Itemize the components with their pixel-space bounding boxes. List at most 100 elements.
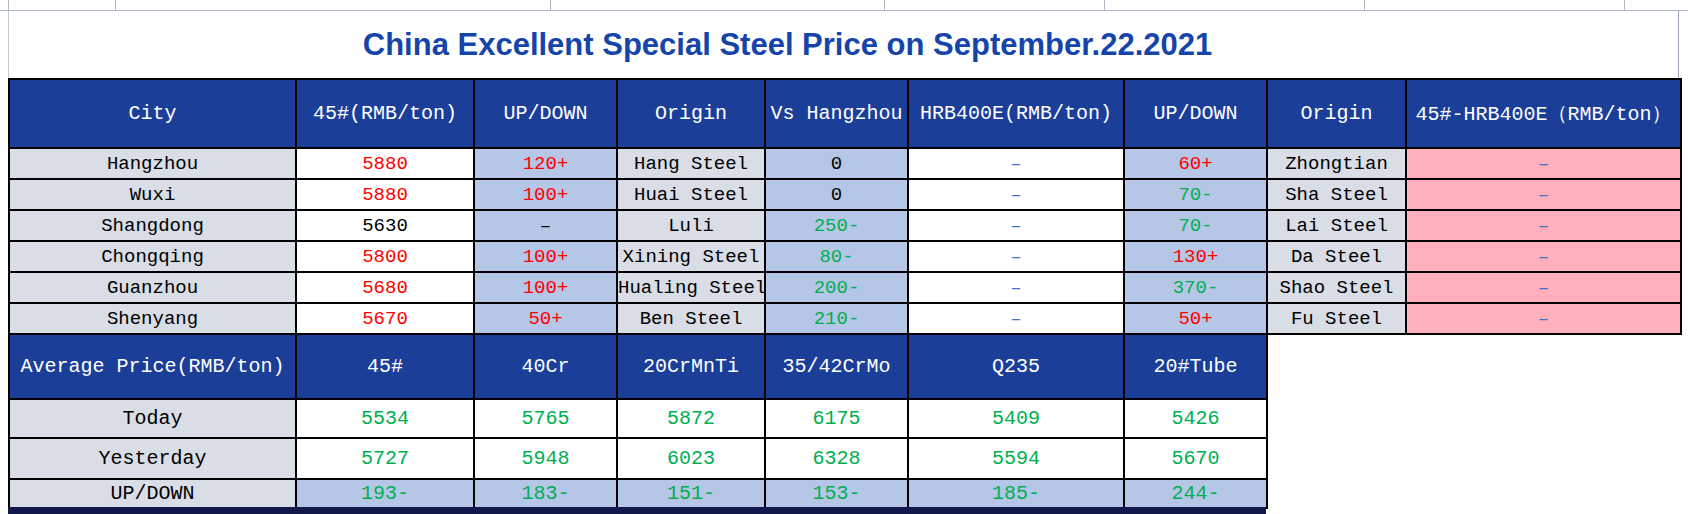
header-updown-1[interactable]: UP/DOWN: [474, 79, 617, 148]
avg-cell[interactable]: 151-: [617, 479, 765, 508]
header-updown-2[interactable]: UP/DOWN: [1124, 79, 1267, 148]
avg-cell[interactable]: 6328: [765, 438, 908, 479]
next-section-header-strip: [8, 507, 1266, 514]
header-45-price[interactable]: 45#(RMB/ton): [296, 79, 474, 148]
diff-cell[interactable]: –: [1406, 241, 1681, 272]
origin-cell[interactable]: Sha Steel: [1267, 179, 1406, 210]
origin-cell[interactable]: Xining Steel: [617, 241, 765, 272]
price-cell[interactable]: 5670: [296, 303, 474, 334]
origin-cell[interactable]: Fu Steel: [1267, 303, 1406, 334]
header-origin-2[interactable]: Origin: [1267, 79, 1406, 148]
vs-hangzhou-cell[interactable]: 0: [765, 179, 908, 210]
avg-cell[interactable]: 5948: [474, 438, 617, 479]
updown-cell[interactable]: 70-: [1124, 210, 1267, 241]
avg-cell[interactable]: 185-: [908, 479, 1124, 508]
origin-cell[interactable]: Hualing Steel: [617, 272, 765, 303]
header-40cr[interactable]: 40Cr: [474, 334, 617, 399]
header-20crmnti[interactable]: 20CrMnTi: [617, 334, 765, 399]
vs-hangzhou-cell[interactable]: 210-: [765, 303, 908, 334]
row-label[interactable]: UP/DOWN: [9, 479, 296, 508]
city-cell[interactable]: Hangzhou: [9, 148, 296, 179]
city-cell[interactable]: Wuxi: [9, 179, 296, 210]
avg-cell[interactable]: 5534: [296, 399, 474, 438]
updown-cell[interactable]: 70-: [1124, 179, 1267, 210]
avg-cell[interactable]: 183-: [474, 479, 617, 508]
updown-cell[interactable]: 100+: [474, 179, 617, 210]
city-cell[interactable]: Shangdong: [9, 210, 296, 241]
gridline-vertical: [1364, 0, 1365, 10]
updown-cell[interactable]: 100+: [474, 241, 617, 272]
origin-cell[interactable]: Luli: [617, 210, 765, 241]
header-average-price[interactable]: Average Price(RMB/ton): [9, 334, 296, 399]
row-label[interactable]: Yesterday: [9, 438, 296, 479]
header-vs-hangzhou[interactable]: Vs Hangzhou: [765, 79, 908, 148]
vs-hangzhou-cell[interactable]: 80-: [765, 241, 908, 272]
city-cell[interactable]: Shenyang: [9, 303, 296, 334]
avg-cell[interactable]: 6175: [765, 399, 908, 438]
updown-cell[interactable]: 50+: [1124, 303, 1267, 334]
diff-cell[interactable]: –: [1406, 272, 1681, 303]
table-row-today: Today 5534 5765 5872 6175 5409 5426: [9, 399, 1267, 438]
table-row-chongqing: Chongqing 5800 100+ Xining Steel 80- – 1…: [9, 241, 1681, 272]
header-city[interactable]: City: [9, 79, 296, 148]
header-q235[interactable]: Q235: [908, 334, 1124, 399]
updown-cell[interactable]: 130+: [1124, 241, 1267, 272]
header-45-minus-hrb400e[interactable]: 45#-HRB400E（RMB/ton）: [1406, 79, 1681, 148]
avg-cell[interactable]: 5426: [1124, 399, 1267, 438]
vs-hangzhou-cell[interactable]: 250-: [765, 210, 908, 241]
avg-cell[interactable]: 153-: [765, 479, 908, 508]
origin-cell[interactable]: Huai Steel: [617, 179, 765, 210]
updown-cell[interactable]: 370-: [1124, 272, 1267, 303]
origin-cell[interactable]: Da Steel: [1267, 241, 1406, 272]
hrb400e-cell[interactable]: –: [908, 241, 1124, 272]
avg-cell[interactable]: 5765: [474, 399, 617, 438]
vs-hangzhou-cell[interactable]: 0: [765, 148, 908, 179]
city-cell[interactable]: Chongqing: [9, 241, 296, 272]
updown-cell[interactable]: 50+: [474, 303, 617, 334]
hrb400e-cell[interactable]: –: [908, 179, 1124, 210]
vs-hangzhou-cell[interactable]: 200-: [765, 272, 908, 303]
row-label[interactable]: Today: [9, 399, 296, 438]
diff-cell[interactable]: –: [1406, 210, 1681, 241]
hrb400e-cell[interactable]: –: [908, 272, 1124, 303]
avg-cell[interactable]: 244-: [1124, 479, 1267, 508]
price-cell[interactable]: 5800: [296, 241, 474, 272]
updown-cell[interactable]: –: [474, 210, 617, 241]
avg-cell[interactable]: 5872: [617, 399, 765, 438]
origin-cell[interactable]: Ben Steel: [617, 303, 765, 334]
origin-cell[interactable]: Lai Steel: [1267, 210, 1406, 241]
price-cell[interactable]: 5630: [296, 210, 474, 241]
hrb400e-cell[interactable]: –: [908, 303, 1124, 334]
avg-cell[interactable]: 5594: [908, 438, 1124, 479]
city-cell[interactable]: Guanzhou: [9, 272, 296, 303]
avg-cell[interactable]: 5409: [908, 399, 1124, 438]
hrb400e-cell[interactable]: –: [908, 148, 1124, 179]
updown-cell[interactable]: 60+: [1124, 148, 1267, 179]
header-45[interactable]: 45#: [296, 334, 474, 399]
price-cell[interactable]: 5680: [296, 272, 474, 303]
page-title: China Excellent Special Steel Price on S…: [363, 27, 1212, 63]
avg-cell[interactable]: 6023: [617, 438, 765, 479]
avg-cell[interactable]: 5670: [1124, 438, 1267, 479]
hrb400e-cell[interactable]: –: [908, 210, 1124, 241]
updown-cell[interactable]: 120+: [474, 148, 617, 179]
header-20tube[interactable]: 20#Tube: [1124, 334, 1267, 399]
origin-cell[interactable]: Zhongtian: [1267, 148, 1406, 179]
origin-cell[interactable]: Hang Steel: [617, 148, 765, 179]
price-table: City 45#(RMB/ton) UP/DOWN Origin Vs Hang…: [8, 78, 1682, 335]
diff-cell[interactable]: –: [1406, 148, 1681, 179]
gridline-vertical: [8, 0, 9, 10]
diff-cell[interactable]: –: [1406, 303, 1681, 334]
diff-cell[interactable]: –: [1406, 179, 1681, 210]
header-origin-1[interactable]: Origin: [617, 79, 765, 148]
header-hrb400e-price[interactable]: HRB400E(RMB/ton): [908, 79, 1124, 148]
avg-cell[interactable]: 5727: [296, 438, 474, 479]
table-row-updown: UP/DOWN 193- 183- 151- 153- 185- 244-: [9, 479, 1267, 508]
price-cell[interactable]: 5880: [296, 179, 474, 210]
title-cell[interactable]: China Excellent Special Steel Price on S…: [8, 11, 1679, 78]
price-cell[interactable]: 5880: [296, 148, 474, 179]
avg-cell[interactable]: 193-: [296, 479, 474, 508]
origin-cell[interactable]: Shao Steel: [1267, 272, 1406, 303]
header-3542crmo[interactable]: 35/42CrMo: [765, 334, 908, 399]
updown-cell[interactable]: 100+: [474, 272, 617, 303]
